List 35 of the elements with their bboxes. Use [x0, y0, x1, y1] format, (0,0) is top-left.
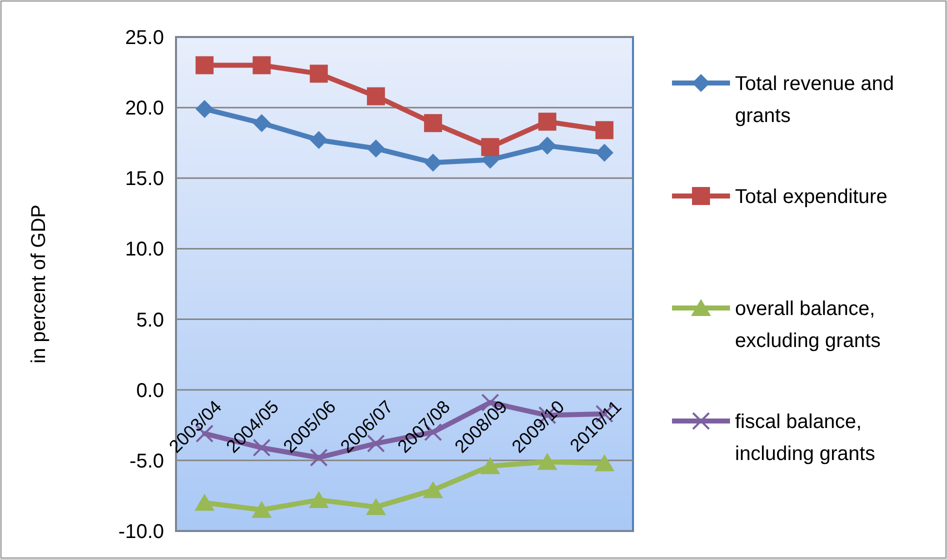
point	[196, 56, 214, 74]
legend-label: overall balance, excluding grants	[735, 298, 881, 352]
point	[308, 490, 329, 508]
point	[252, 114, 271, 132]
point	[196, 100, 214, 118]
legend-label: Total revenue and grants	[735, 73, 894, 127]
y-tick-label: -5.0	[130, 450, 164, 472]
point	[538, 136, 556, 155]
point	[538, 112, 556, 131]
point	[252, 56, 271, 74]
point	[194, 494, 215, 511]
point	[310, 64, 328, 83]
point	[310, 131, 328, 150]
point	[423, 481, 444, 498]
legend-label: Total expenditure	[735, 186, 888, 208]
point	[480, 457, 500, 474]
point	[537, 452, 558, 470]
y-tick-label: 10.0	[125, 238, 164, 261]
point	[366, 498, 386, 516]
point	[366, 140, 385, 158]
y-tick-label: 20.0	[125, 98, 164, 120]
point	[424, 114, 442, 132]
point	[481, 138, 500, 156]
y-tick-label: 25.0	[125, 27, 164, 49]
point	[595, 144, 614, 162]
y-tick-label: 5.0	[136, 309, 164, 332]
legend-label: fiscal balance, including grants	[735, 411, 876, 465]
point	[594, 454, 614, 472]
y-tick-label: 0.0	[136, 380, 164, 402]
y-tick-label: -10.0	[118, 521, 164, 543]
point	[595, 121, 614, 140]
point	[366, 87, 385, 106]
point	[252, 500, 272, 518]
y-tick-label: 15.0	[125, 168, 164, 190]
y-axis-title: in percent of GDP	[28, 204, 50, 364]
